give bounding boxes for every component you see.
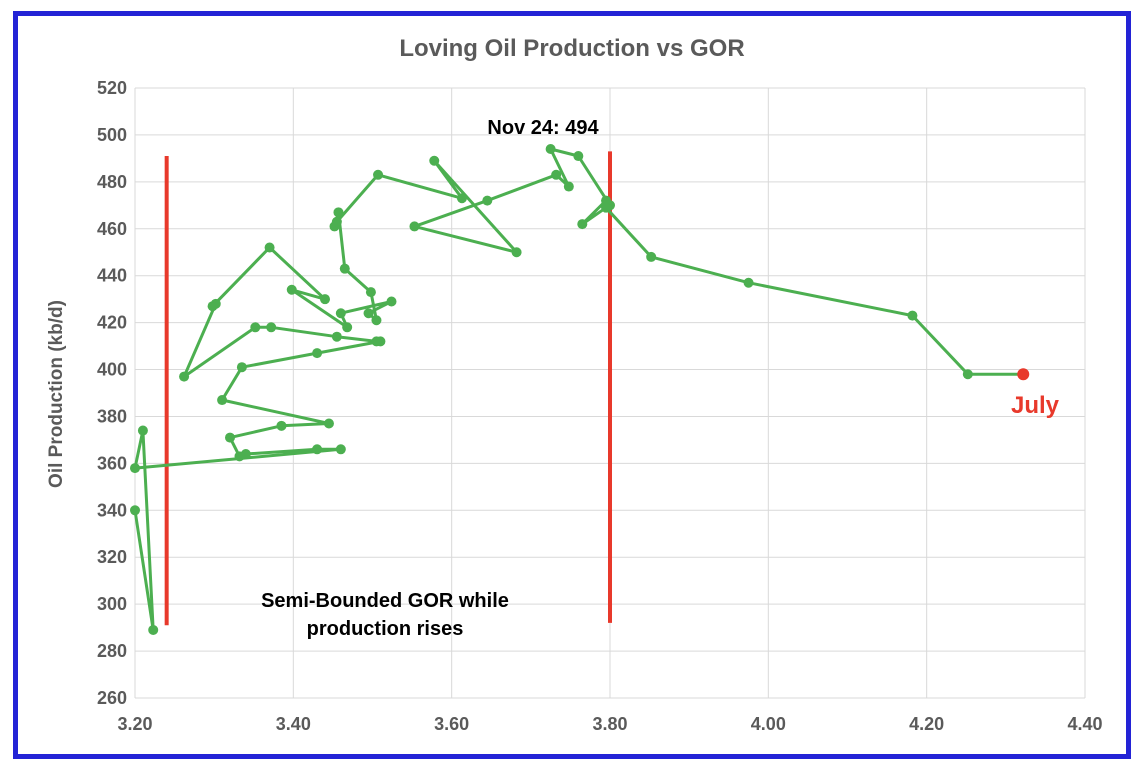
x-tick-label: 4.20 — [909, 714, 944, 734]
x-ticks: 3.20 3.40 3.60 3.80 4.00 4.20 4.40 — [117, 714, 1102, 734]
y-tick-label: 260 — [97, 688, 127, 708]
data-point — [365, 287, 376, 298]
data-point — [266, 322, 277, 333]
data-point — [373, 169, 384, 180]
data-point — [743, 277, 754, 288]
data-point — [264, 242, 275, 253]
y-tick-label: 440 — [97, 266, 127, 286]
data-point — [511, 247, 522, 258]
data-point — [312, 348, 323, 359]
y-tick-label: 460 — [97, 219, 127, 239]
y-tick-label: 320 — [97, 547, 127, 567]
data-point — [601, 195, 612, 206]
x-tick-label: 3.20 — [117, 714, 152, 734]
x-tick-label: 3.60 — [434, 714, 469, 734]
data-point — [130, 505, 140, 516]
x-tick-label: 4.00 — [751, 714, 786, 734]
data-point — [225, 432, 235, 443]
data-point — [148, 624, 159, 635]
y-tick-label: 420 — [97, 313, 127, 333]
data-point — [130, 463, 140, 474]
chart-frame — [13, 11, 1131, 759]
data-point — [601, 202, 612, 213]
data-point — [331, 216, 342, 227]
data-point — [551, 169, 562, 180]
data-point — [236, 362, 247, 373]
y-ticks: 260 280 300 320 340 360 380 400 420 440 460 480 500 5… — [97, 78, 127, 708]
data-point — [409, 221, 420, 232]
data-point — [962, 369, 973, 380]
data-point — [363, 308, 374, 319]
x-tick-label: 3.40 — [276, 714, 311, 734]
y-tick-label: 480 — [97, 172, 127, 192]
data-point — [339, 263, 350, 274]
data-point — [335, 444, 346, 455]
data-point — [386, 296, 397, 307]
data-point — [286, 284, 297, 295]
data-point — [371, 336, 382, 347]
y-axis-label: Oil Production (kb/d) — [46, 300, 67, 488]
y-tick-label: 360 — [97, 453, 127, 473]
y-tick-label: 380 — [97, 406, 127, 426]
x-tick-label: 4.40 — [1067, 714, 1102, 734]
data-point — [482, 195, 493, 206]
data-point — [333, 207, 344, 218]
data-point — [323, 418, 334, 429]
july-annotation: July — [1011, 392, 1060, 419]
data-point — [573, 151, 584, 162]
data-point — [335, 308, 346, 319]
data-point — [234, 451, 245, 462]
latest-data-point — [1017, 368, 1030, 381]
y-tick-label: 300 — [97, 594, 127, 614]
data-point — [207, 301, 218, 312]
data-point — [342, 322, 353, 333]
data-point — [545, 144, 556, 154]
gor-bounds — [164, 151, 612, 626]
data-point — [179, 371, 190, 382]
peak-annotation: Nov 24: 494 — [487, 117, 599, 139]
y-tick-label: 400 — [97, 360, 127, 380]
note-line-1: Semi-Bounded GOR while — [261, 590, 509, 612]
y-tick-label: 340 — [97, 500, 127, 520]
note-line-2: production rises — [307, 618, 464, 640]
data-point — [577, 219, 588, 230]
data-point — [217, 395, 228, 406]
chart-title: Loving Oil Production vs GOR — [399, 35, 744, 62]
y-tick-label: 280 — [97, 641, 127, 661]
data-point — [371, 315, 382, 326]
data-point — [429, 155, 440, 166]
data-point — [456, 193, 467, 204]
data-point — [907, 310, 918, 321]
data-point — [276, 420, 287, 431]
series — [130, 144, 1030, 635]
data-point — [331, 331, 342, 342]
data-point — [320, 294, 330, 305]
data-point — [563, 181, 574, 192]
data-point — [250, 322, 261, 333]
series-line — [133, 147, 1024, 632]
x-tick-label: 3.80 — [592, 714, 627, 734]
data-point — [312, 444, 323, 455]
data-point — [137, 425, 148, 436]
y-tick-label: 500 — [97, 125, 127, 145]
y-tick-label: 520 — [97, 78, 127, 98]
data-point — [646, 251, 657, 262]
